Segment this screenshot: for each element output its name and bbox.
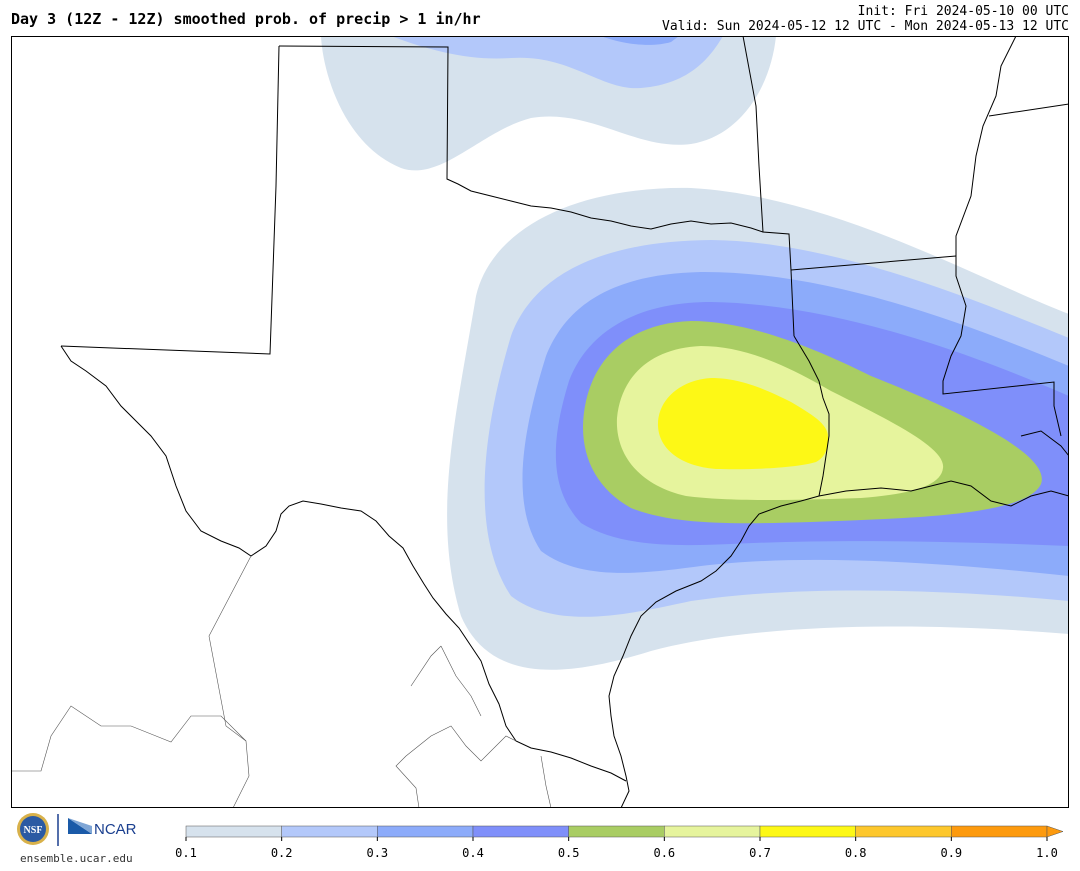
colorbar-tick-label: 0.6 [653,846,675,860]
colorbar-segment [377,825,474,838]
nsf-logo: NSF [17,813,49,845]
colorbar-segment [664,825,761,838]
colorbar-segment [185,825,282,838]
colorbar-tick-label: 0.3 [366,846,388,860]
nsf-logo-text: NSF [24,825,43,836]
contour-north-0.3 [601,36,679,45]
probability-map [11,36,1069,808]
colorbar-tick-label: 0.4 [462,846,484,860]
logo-group: NSF NCAR [17,813,137,846]
colorbar-tick-label: 0.5 [558,846,580,860]
contour-north-0.2 [391,36,723,89]
colorbar-tick-label: 0.1 [175,846,197,860]
colorbar-tick-label: 0.7 [749,846,771,860]
init-time: Init: Fri 2024-05-10 00 UTC [857,4,1069,19]
colorbar-segment [759,825,856,838]
mexico-state-borders [11,555,552,808]
ncar-logo-text: NCAR [94,821,137,838]
map-frame [11,36,1069,808]
colorbar-tick-label: 0.8 [845,846,867,860]
colorbar-tick-label: 0.2 [271,846,293,860]
colorbar-extend-arrow [1046,825,1064,838]
site-url: ensemble.ucar.edu [20,852,133,865]
colorbar-segment [855,825,952,838]
ncar-logo: NCAR [68,818,137,838]
state-borders [60,36,1069,808]
valid-time: Valid: Sun 2024-05-12 12 UTC - Mon 2024-… [662,19,1069,34]
colorbar-segment [951,825,1048,838]
colorbar-tick-label: 0.9 [940,846,962,860]
colorbar-tick-label: 1.0 [1036,846,1058,860]
colorbar-segment [281,825,378,838]
colorbar: 0.1 0.2 0.3 0.4 0.5 0.6 0.7 0.8 0.9 1.0 [175,825,1064,860]
map-title: Day 3 (12Z - 12Z) smoothed prob. of prec… [11,10,481,28]
colorbar-segment [472,825,569,838]
contour-0.7 [657,378,829,470]
colorbar-segment [568,825,665,838]
